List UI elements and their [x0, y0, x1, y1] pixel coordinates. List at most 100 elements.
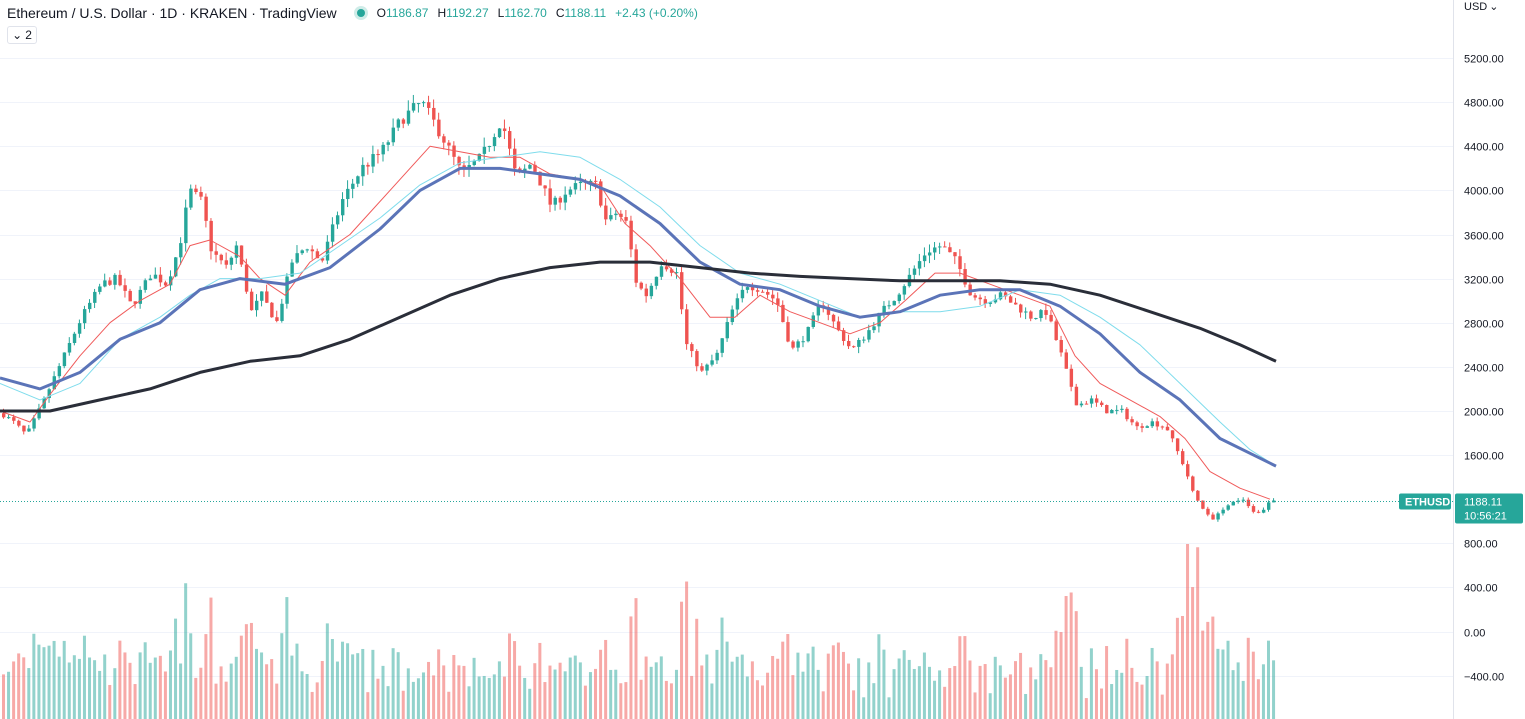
candle-body — [1145, 426, 1149, 428]
candle-body — [391, 127, 396, 143]
volume-bar — [978, 665, 982, 719]
volume-bar — [685, 581, 689, 719]
candle-body — [108, 280, 112, 285]
volume-bar — [295, 643, 299, 719]
low-label: L — [497, 6, 505, 20]
candle-body — [416, 103, 421, 105]
volume-bar — [351, 654, 355, 719]
market-status-dot-icon — [356, 9, 365, 17]
candle-body — [310, 249, 315, 252]
volume-bar — [42, 647, 46, 719]
volume-bar — [123, 652, 127, 719]
candle-body — [356, 176, 360, 184]
candle-body — [1246, 499, 1251, 507]
volume-bar — [907, 659, 911, 719]
volume-bar — [1246, 637, 1250, 719]
candle-body — [179, 243, 183, 258]
candle-body — [680, 272, 684, 310]
candle-body — [270, 302, 274, 318]
candle-body — [1120, 408, 1124, 410]
volume-bar — [386, 686, 390, 719]
candle-body — [113, 274, 117, 285]
candle-body — [128, 290, 132, 302]
volume-bar — [1211, 616, 1215, 719]
volume-bar — [831, 645, 835, 719]
volume-bar — [1110, 684, 1114, 719]
candle-body — [260, 291, 264, 301]
candle-body — [599, 181, 603, 206]
candle-body — [902, 286, 907, 295]
candle-body — [133, 301, 137, 304]
candle-body — [219, 254, 223, 261]
candle-body — [1100, 402, 1104, 406]
candle-body — [938, 246, 942, 248]
volume-bar — [482, 675, 486, 719]
candle-body — [1241, 499, 1246, 501]
candle-body — [366, 164, 370, 167]
candle-body — [1251, 506, 1256, 512]
candle-body — [330, 224, 335, 242]
candle-body — [1135, 422, 1139, 427]
price-axis-background — [1453, 0, 1525, 719]
volume-bar — [1130, 667, 1134, 719]
candle-body — [37, 408, 41, 419]
chevron-down-icon: ⌄ — [1489, 1, 1499, 13]
volume-bar — [270, 659, 274, 719]
candle-body — [341, 199, 345, 216]
volume-bar — [1003, 677, 1007, 719]
volume-bar — [1039, 654, 1043, 719]
candle-body — [1175, 438, 1180, 452]
volume-bar — [77, 658, 81, 719]
volume-bar — [1079, 666, 1083, 719]
candle-body — [1110, 409, 1114, 414]
candle-body — [1261, 509, 1266, 513]
volume-bar — [897, 658, 901, 719]
candle-body — [771, 294, 775, 299]
symbol-title[interactable]: Ethereum / U.S. Dollar · 1D · KRAKEN · T… — [7, 5, 337, 21]
volume-bar — [988, 693, 992, 719]
volume-bar — [1155, 661, 1159, 719]
indicators-collapse-button[interactable]: ⌄ 2 — [7, 26, 37, 44]
candle-body — [543, 185, 547, 189]
candle-body — [57, 366, 62, 377]
volume-bar — [12, 661, 16, 719]
candle-body — [508, 131, 512, 149]
candle-body — [619, 213, 623, 218]
volume-bar — [1165, 663, 1169, 719]
volume-bar — [249, 622, 253, 719]
candle-body — [280, 303, 284, 321]
price-tick-label: 4800.00 — [1464, 98, 1504, 110]
volume-bar — [1069, 592, 1073, 719]
candle-body — [371, 154, 375, 167]
candle-body — [67, 343, 72, 353]
volume-bar — [391, 648, 395, 719]
candle-body — [406, 110, 411, 124]
currency-select[interactable]: USD ⌄ — [1464, 0, 1499, 14]
candle-body — [690, 344, 694, 352]
volume-bar — [502, 676, 506, 719]
volume-bar — [599, 649, 603, 719]
volume-bar — [588, 672, 592, 719]
candle-body — [897, 294, 902, 302]
candle-body — [1125, 408, 1129, 420]
volume-bar — [199, 667, 203, 719]
price-tick-label: 4000.00 — [1464, 186, 1504, 198]
volume-bar — [639, 679, 643, 719]
volume-bar — [67, 662, 71, 719]
candle-body — [12, 417, 16, 421]
volume-bar — [953, 666, 957, 719]
candle-body — [948, 247, 952, 253]
candle-body — [492, 137, 497, 147]
volume-bar — [715, 649, 719, 719]
price-axis[interactable]: 5200.00 4800.00 4400.00 4000.00 3600.00 3200.… — [1453, 0, 1525, 719]
candle-body — [502, 128, 507, 132]
volume-bar — [771, 655, 775, 719]
candle-body — [816, 305, 821, 316]
candle-body — [983, 299, 988, 304]
candle-body — [1044, 310, 1048, 315]
volume-bar — [22, 657, 26, 719]
candle-body — [290, 262, 294, 277]
candle-body — [335, 215, 340, 225]
candle-body — [386, 142, 390, 145]
